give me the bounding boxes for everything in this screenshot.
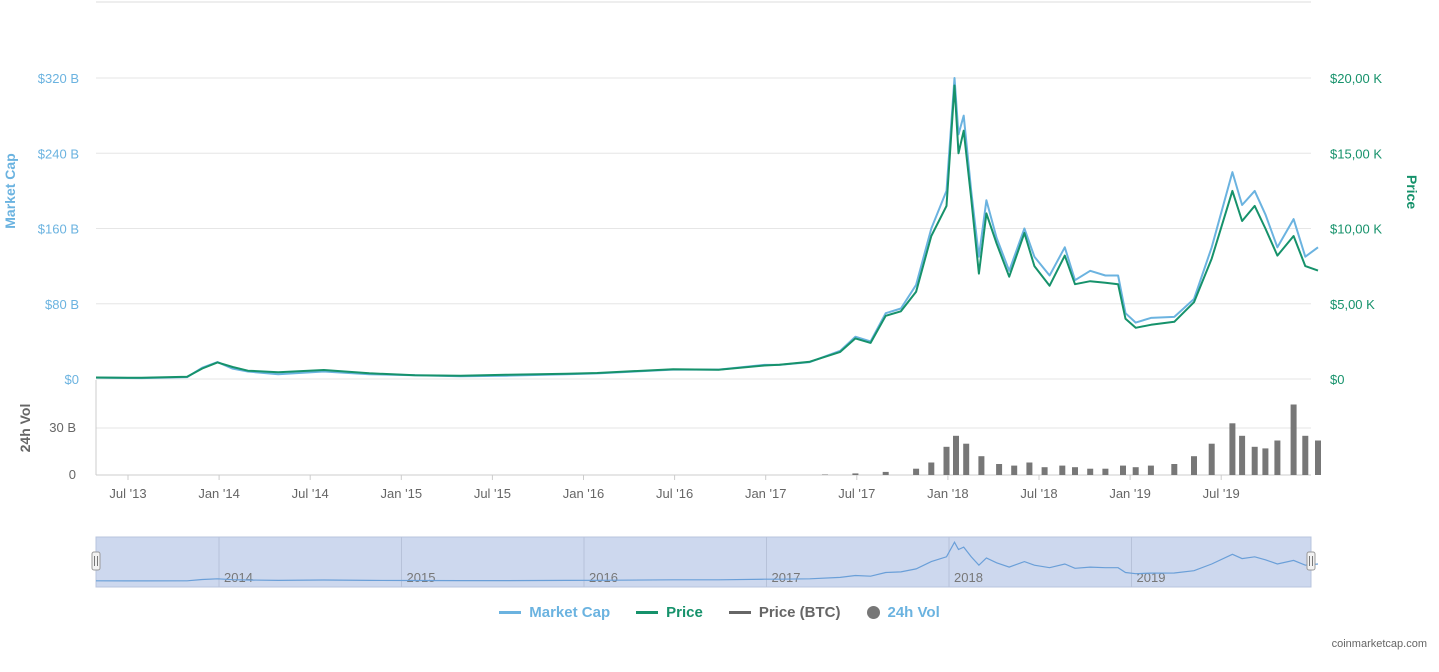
navigator[interactable]: 2014 2015 2016 2017 2018 2019 xyxy=(91,536,1319,588)
x-tick-label: Jul '18 xyxy=(1020,486,1057,501)
x-tick-label: Jul '19 xyxy=(1203,486,1240,501)
volume-bar xyxy=(1191,456,1197,475)
x-tick-label: Jul '16 xyxy=(656,486,693,501)
volume-bar xyxy=(1315,440,1321,475)
volume-bar xyxy=(928,462,935,475)
volume-grid xyxy=(95,380,1311,476)
y-left-tick-label: $320 B xyxy=(38,71,79,86)
volume-bar xyxy=(882,471,889,475)
volume-bar xyxy=(822,474,828,475)
navigator-left-handle[interactable] xyxy=(91,551,101,571)
volume-bar xyxy=(1229,423,1236,475)
volume-bar xyxy=(963,443,970,475)
y-right-tick-label: $10,00 K xyxy=(1330,222,1382,237)
legend-item-price-btc[interactable]: Price (BTC) xyxy=(728,604,841,621)
volume-bar xyxy=(1208,443,1215,475)
legend-label-volume: 24h Vol xyxy=(887,604,940,621)
x-tick-label: Jan '16 xyxy=(563,486,605,501)
market-cap-axis-title: Market Cap xyxy=(2,153,18,228)
volume-bar xyxy=(1262,448,1269,475)
y-right-tick-label: $15,00 K xyxy=(1330,146,1382,161)
volume-bar xyxy=(1171,464,1178,475)
market-cap-axis: $0 $80 B $160 B $240 B $320 B xyxy=(38,71,79,387)
legend: Market Cap Price Price (BTC) 24h Vol xyxy=(0,604,1439,621)
navigator-selection[interactable] xyxy=(95,536,1312,588)
market-cap-line-icon xyxy=(499,611,522,614)
volume-bar xyxy=(913,468,920,475)
volume-bar xyxy=(1132,467,1139,475)
volume-axis: 0 30 B xyxy=(49,420,76,482)
volume-bar xyxy=(953,435,959,475)
volume-bar xyxy=(1120,465,1126,475)
x-tick-label: Jan '18 xyxy=(927,486,969,501)
price-btc-line-icon xyxy=(728,611,751,614)
volume-bar xyxy=(1302,435,1309,475)
volume-bar xyxy=(1087,468,1094,475)
legend-item-market-cap[interactable]: Market Cap xyxy=(499,604,610,621)
x-tick-label: Jan '15 xyxy=(381,486,423,501)
y-left-tick-label: $0 xyxy=(65,372,79,387)
volume-bar xyxy=(1239,435,1246,475)
navigator-year-label: 2016 xyxy=(589,570,618,585)
volume-bar xyxy=(1041,467,1048,475)
volume-bar xyxy=(1026,462,1033,475)
legend-item-volume[interactable]: 24h Vol xyxy=(866,604,940,621)
navigator-series-line xyxy=(95,540,1319,582)
volume-bar xyxy=(852,473,859,475)
x-tick-label: Jul '17 xyxy=(838,486,875,501)
volume-bar xyxy=(1059,465,1066,475)
x-tick-label: Jul '14 xyxy=(292,486,329,501)
volume-axis-title: 24h Vol xyxy=(17,404,33,453)
y-left-tick-label: $80 B xyxy=(45,297,79,312)
volume-bar xyxy=(1147,465,1154,475)
volume-bar xyxy=(996,464,1003,475)
x-tick-label: Jan '19 xyxy=(1109,486,1151,501)
y-left-tick-label: $240 B xyxy=(38,146,79,161)
y-left-tick-label: $160 B xyxy=(38,222,79,237)
navigator-year-label: 2015 xyxy=(407,570,436,585)
volume-tick-label: 0 xyxy=(69,467,76,482)
volume-bar xyxy=(978,456,985,475)
navigator-year-label: 2018 xyxy=(954,570,983,585)
market-chart: $0 $80 B $160 B $240 B $320 B $0 $5,00 K $10,0… xyxy=(2,1,1420,588)
series-layer xyxy=(95,77,1319,380)
x-tick-label: Jan '17 xyxy=(745,486,787,501)
navigator-right-handle[interactable] xyxy=(1306,551,1316,571)
volume-bar xyxy=(943,446,950,475)
volume-bar xyxy=(1251,446,1258,475)
legend-item-price[interactable]: Price xyxy=(636,604,703,621)
x-tick-label: Jul '13 xyxy=(109,486,146,501)
volume-bar xyxy=(1290,404,1297,475)
y-right-tick-label: $5,00 K xyxy=(1330,297,1375,312)
navigator-year-label: 2017 xyxy=(772,570,801,585)
y-right-tick-label: $0 xyxy=(1330,372,1344,387)
volume-bar xyxy=(1072,467,1078,475)
volume-bar xyxy=(1102,468,1109,475)
x-axis: Jul '13 Jan '14 Jul '14 Jan '15 Jul '15 Jan '… xyxy=(109,475,1240,501)
source-credit[interactable]: coinmarketcap.com xyxy=(1331,638,1427,650)
main-grid xyxy=(96,1,1311,380)
y-right-tick-label: $20,00 K xyxy=(1330,71,1382,86)
legend-label-price-btc: Price (BTC) xyxy=(758,604,841,621)
navigator-year-label: 2019 xyxy=(1137,570,1166,585)
volume-tick-label: 30 B xyxy=(49,420,76,435)
legend-label-market-cap: Market Cap xyxy=(529,604,611,621)
price-series-line xyxy=(95,84,1319,379)
navigator-year-label: 2014 xyxy=(224,570,253,585)
legend-label-price: Price xyxy=(666,604,703,621)
volume-bar xyxy=(1011,465,1018,475)
price-axis: $0 $5,00 K $10,00 K $15,00 K $20,00 K xyxy=(1330,71,1382,387)
x-tick-label: Jul '15 xyxy=(474,486,511,501)
volume-bars xyxy=(822,404,1321,475)
volume-bar xyxy=(1274,440,1281,475)
price-axis-title: Price xyxy=(1404,175,1420,209)
price-line-icon xyxy=(636,611,659,614)
x-tick-label: Jan '14 xyxy=(198,486,240,501)
volume-dot-icon xyxy=(866,606,880,619)
